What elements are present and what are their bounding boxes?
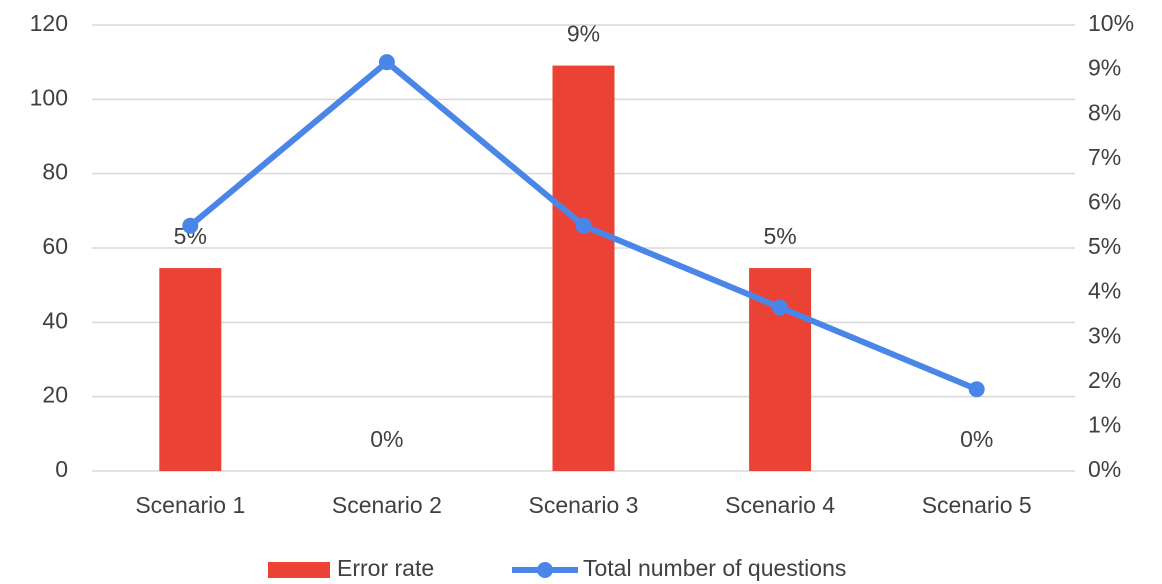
y2-tick-label: 1%	[1088, 411, 1121, 437]
x-tick-label: Scenario 4	[725, 492, 835, 518]
y2-tick-label: 7%	[1088, 144, 1121, 170]
y-tick-label: 20	[42, 382, 68, 408]
x-tick-label: Scenario 5	[922, 492, 1032, 518]
data-label: 5%	[763, 223, 796, 249]
y-tick-label: 120	[30, 10, 68, 36]
y-tick-label: 60	[42, 233, 68, 259]
line-point	[378, 54, 395, 71]
legend-swatch	[268, 562, 330, 578]
y-tick-label: 0	[55, 456, 68, 482]
legend-label: Error rate	[337, 555, 434, 581]
x-tick-label: Scenario 1	[135, 492, 245, 518]
line-point	[968, 381, 985, 398]
data-label: 9%	[567, 21, 600, 47]
y-tick-label: 100	[30, 84, 68, 110]
bar	[159, 268, 222, 471]
data-label: 0%	[370, 426, 403, 452]
data-label: 0%	[960, 426, 993, 452]
legend-label: Total number of questions	[583, 555, 846, 581]
y2-tick-label: 3%	[1088, 322, 1121, 348]
x-tick-label: Scenario 3	[529, 492, 639, 518]
y2-tick-label: 6%	[1088, 188, 1121, 214]
y2-tick-label: 9%	[1088, 55, 1121, 81]
line-point	[575, 217, 592, 234]
line-point	[182, 217, 199, 234]
y2-tick-label: 2%	[1088, 367, 1121, 393]
y2-tick-label: 4%	[1088, 278, 1121, 304]
y2-tick-label: 0%	[1088, 456, 1121, 482]
y2-tick-label: 8%	[1088, 99, 1121, 125]
x-tick-label: Scenario 2	[332, 492, 442, 518]
y2-tick-label: 10%	[1088, 10, 1134, 36]
y-tick-label: 80	[42, 159, 68, 185]
line-point	[772, 299, 789, 316]
legend-swatch	[537, 562, 553, 578]
bar	[552, 65, 615, 471]
y-tick-label: 40	[42, 307, 68, 333]
y2-tick-label: 5%	[1088, 233, 1121, 259]
